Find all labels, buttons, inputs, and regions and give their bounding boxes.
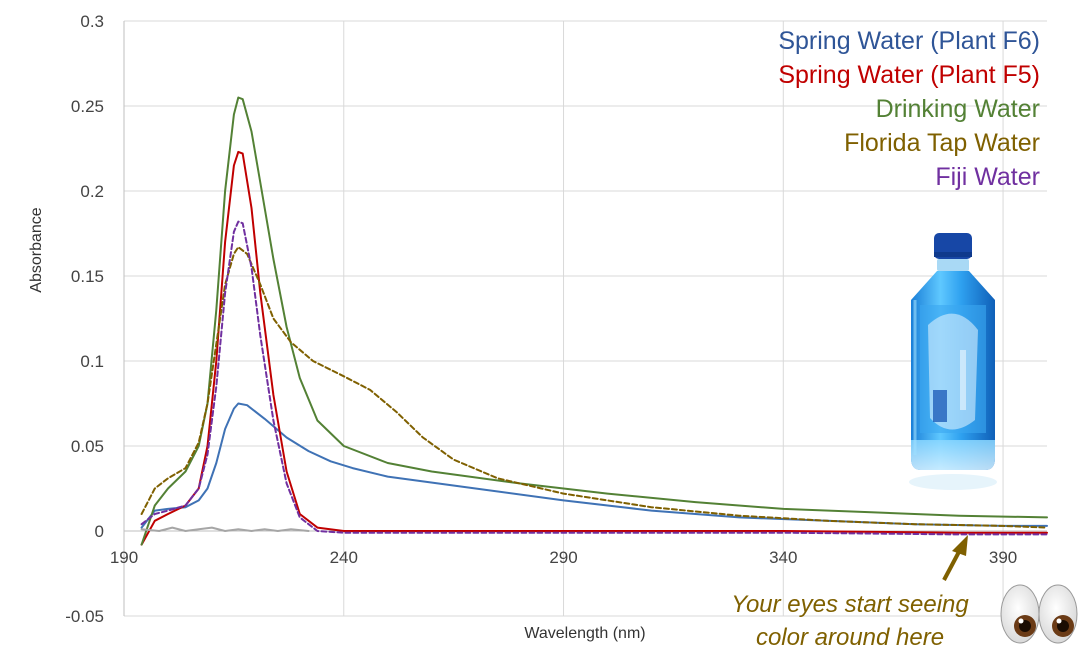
series-line-florida-tap-water: [140, 246, 1048, 529]
y-tick-label: -0.05: [65, 607, 104, 626]
series-line-spring-water-plant-f5: [140, 150, 1048, 546]
series-line-baseline: [140, 526, 310, 532]
annotation-note: Your eyes start seeing color around here: [700, 588, 1000, 654]
y-tick-label: 0.15: [71, 267, 104, 286]
x-tick-label: 290: [549, 548, 577, 567]
x-tick-label: 190: [110, 548, 138, 567]
legend-item-drinking-water: Drinking Water: [876, 95, 1040, 123]
y-tick-label: 0: [95, 522, 104, 541]
x-axis-label: Wavelength (nm): [524, 625, 645, 642]
legend-item-fiji-water: Fiji Water: [935, 163, 1040, 191]
x-tick-label: 390: [989, 548, 1017, 567]
legend-item-spring-f5: Spring Water (Plant F5): [778, 61, 1040, 89]
legend: Spring Water (Plant F6) Spring Water (Pl…: [778, 27, 1040, 191]
x-tick-labels: 190 240 290 340 390: [110, 548, 1017, 567]
x-tick-label: 240: [330, 548, 358, 567]
annotation-line-1: Your eyes start seeing: [731, 591, 969, 618]
annotation-arrow: [942, 535, 968, 581]
series-lines: [140, 96, 1048, 546]
y-tick-labels: -0.05 0 0.05 0.1 0.15 0.2 0.25 0.3: [65, 12, 104, 626]
y-tick-label: 0.25: [71, 97, 104, 116]
y-tick-label: 0.2: [80, 182, 104, 201]
legend-item-florida-tap-water: Florida Tap Water: [844, 129, 1040, 157]
y-tick-label: 0.05: [71, 437, 104, 456]
series-line-spring-water-plant-f6: [140, 402, 1048, 529]
eyes-icon: [1000, 584, 1078, 644]
annotation-line-2: color around here: [755, 624, 945, 651]
y-tick-label: 0.1: [80, 352, 104, 371]
legend-item-spring-f6: Spring Water (Plant F6): [778, 27, 1040, 55]
series-line-fiji-water: [140, 220, 1048, 536]
water-bottle-icon: [909, 233, 997, 490]
y-axis-label: Absorbance: [28, 207, 45, 292]
y-tick-label: 0.3: [80, 12, 104, 31]
x-tick-label: 340: [769, 548, 797, 567]
